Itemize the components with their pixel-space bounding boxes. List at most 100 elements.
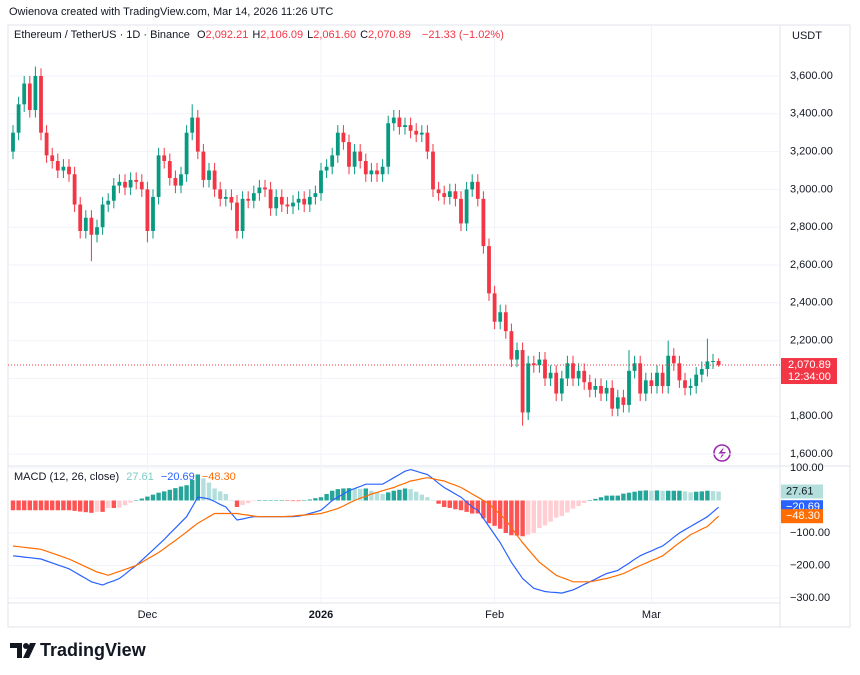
candle-body bbox=[453, 191, 458, 199]
candle-body bbox=[307, 196, 312, 205]
histogram-bar bbox=[386, 492, 391, 501]
candle-body bbox=[487, 246, 491, 294]
candle-body bbox=[459, 198, 463, 224]
candle-body bbox=[403, 125, 407, 128]
histogram-bar bbox=[716, 491, 721, 501]
candle-body bbox=[554, 372, 559, 394]
candle-body bbox=[587, 382, 592, 390]
brand: TradingView bbox=[40, 640, 147, 660]
histogram-bar bbox=[212, 488, 217, 501]
histogram-bar bbox=[654, 490, 660, 501]
histogram-bar bbox=[453, 500, 458, 510]
candle-body bbox=[229, 196, 234, 203]
candle-body bbox=[218, 189, 223, 199]
frame bbox=[7, 24, 851, 628]
candle-body bbox=[156, 155, 161, 197]
candle-body bbox=[22, 83, 27, 105]
histogram-bar bbox=[50, 500, 55, 511]
y-tick-label: 2,200.00 bbox=[790, 335, 833, 347]
histogram-bar bbox=[425, 497, 430, 501]
candle-body bbox=[414, 130, 419, 135]
candle-body bbox=[363, 161, 368, 175]
candle-body bbox=[39, 75, 43, 133]
histogram-bar bbox=[458, 500, 464, 511]
y-tick-label: 2,400.00 bbox=[790, 297, 833, 309]
histogram-bar bbox=[582, 500, 587, 504]
candle-body bbox=[111, 185, 116, 201]
ohlc: O2,092.21 H2,106.09 L2,061.60 C2,070.89 bbox=[197, 29, 415, 41]
histogram-bar bbox=[694, 491, 699, 501]
candle-body bbox=[139, 181, 144, 190]
candle-body bbox=[643, 380, 648, 394]
change: −21.33 (−1.02%) bbox=[421, 29, 504, 41]
histogram-bar bbox=[666, 490, 671, 501]
candle-body bbox=[95, 227, 99, 235]
candle-body bbox=[593, 385, 598, 390]
histogram-bar bbox=[251, 500, 256, 502]
x-tick-label: Dec bbox=[138, 609, 158, 621]
histogram-bar bbox=[705, 490, 710, 501]
histogram-bar bbox=[419, 494, 424, 501]
histogram-bar bbox=[486, 500, 492, 524]
candle-body bbox=[324, 166, 329, 171]
histogram-bar bbox=[78, 500, 83, 512]
symbol-title: Ethereum / TetherUS · 1D · Binance bbox=[14, 29, 190, 41]
histogram-bar bbox=[531, 500, 536, 533]
histogram-bar bbox=[559, 500, 564, 517]
candle-body bbox=[711, 360, 715, 362]
histogram-bar bbox=[44, 500, 49, 511]
candle-body bbox=[436, 189, 441, 194]
histogram-bar bbox=[234, 500, 240, 507]
candle-body bbox=[330, 155, 335, 167]
x-tick-label: Feb bbox=[485, 609, 504, 621]
brand-logo bbox=[10, 643, 36, 658]
histogram-bar bbox=[682, 491, 688, 501]
candle-body bbox=[44, 132, 49, 156]
signal-value: −48.30 bbox=[201, 471, 236, 483]
candle-body bbox=[375, 170, 379, 175]
candle-body bbox=[716, 360, 721, 366]
histogram-bar bbox=[218, 491, 223, 501]
candle-body bbox=[666, 355, 671, 386]
histogram-bar bbox=[307, 499, 312, 501]
histogram-bar bbox=[447, 500, 452, 508]
candle-body bbox=[548, 372, 553, 379]
histogram-bar bbox=[335, 489, 340, 501]
histogram-bar bbox=[402, 488, 408, 501]
y-tick-label: 3,400.00 bbox=[790, 108, 833, 120]
histogram-bar bbox=[430, 500, 436, 501]
histogram-bar bbox=[279, 500, 284, 501]
candle-body bbox=[207, 170, 211, 180]
histogram-bar bbox=[391, 490, 396, 501]
histogram-bar bbox=[38, 500, 44, 511]
histogram-bar bbox=[206, 482, 212, 501]
histogram-bar bbox=[604, 495, 609, 501]
candle-body bbox=[67, 166, 71, 175]
candle-body bbox=[509, 331, 514, 360]
macd-value: −20.69 bbox=[160, 471, 195, 483]
candle-body bbox=[319, 170, 323, 194]
candle-body bbox=[285, 204, 290, 207]
histogram-bar bbox=[660, 490, 665, 501]
histogram-bar bbox=[178, 486, 184, 501]
candle-body bbox=[526, 363, 531, 413]
countdown: 12:34:00 bbox=[788, 371, 831, 383]
ohlc-value: 2,106.09 bbox=[260, 29, 304, 41]
candle-body bbox=[106, 200, 111, 205]
candle-body bbox=[470, 181, 475, 190]
candle-body bbox=[251, 193, 256, 201]
alert-icon[interactable] bbox=[713, 444, 731, 462]
histogram-bar bbox=[111, 500, 116, 508]
histogram-bar bbox=[570, 500, 576, 509]
histogram-bar bbox=[346, 488, 352, 501]
histogram-bar bbox=[313, 498, 318, 501]
candle-body bbox=[520, 350, 525, 413]
candle-body bbox=[89, 217, 94, 235]
macd-hist-value: 27.61 bbox=[126, 471, 154, 483]
histogram-bar bbox=[481, 500, 486, 519]
candle-body bbox=[173, 178, 178, 186]
histogram-bar bbox=[290, 500, 296, 502]
candle-body bbox=[610, 387, 615, 409]
candle-body bbox=[699, 368, 704, 375]
candle-body bbox=[117, 181, 122, 186]
